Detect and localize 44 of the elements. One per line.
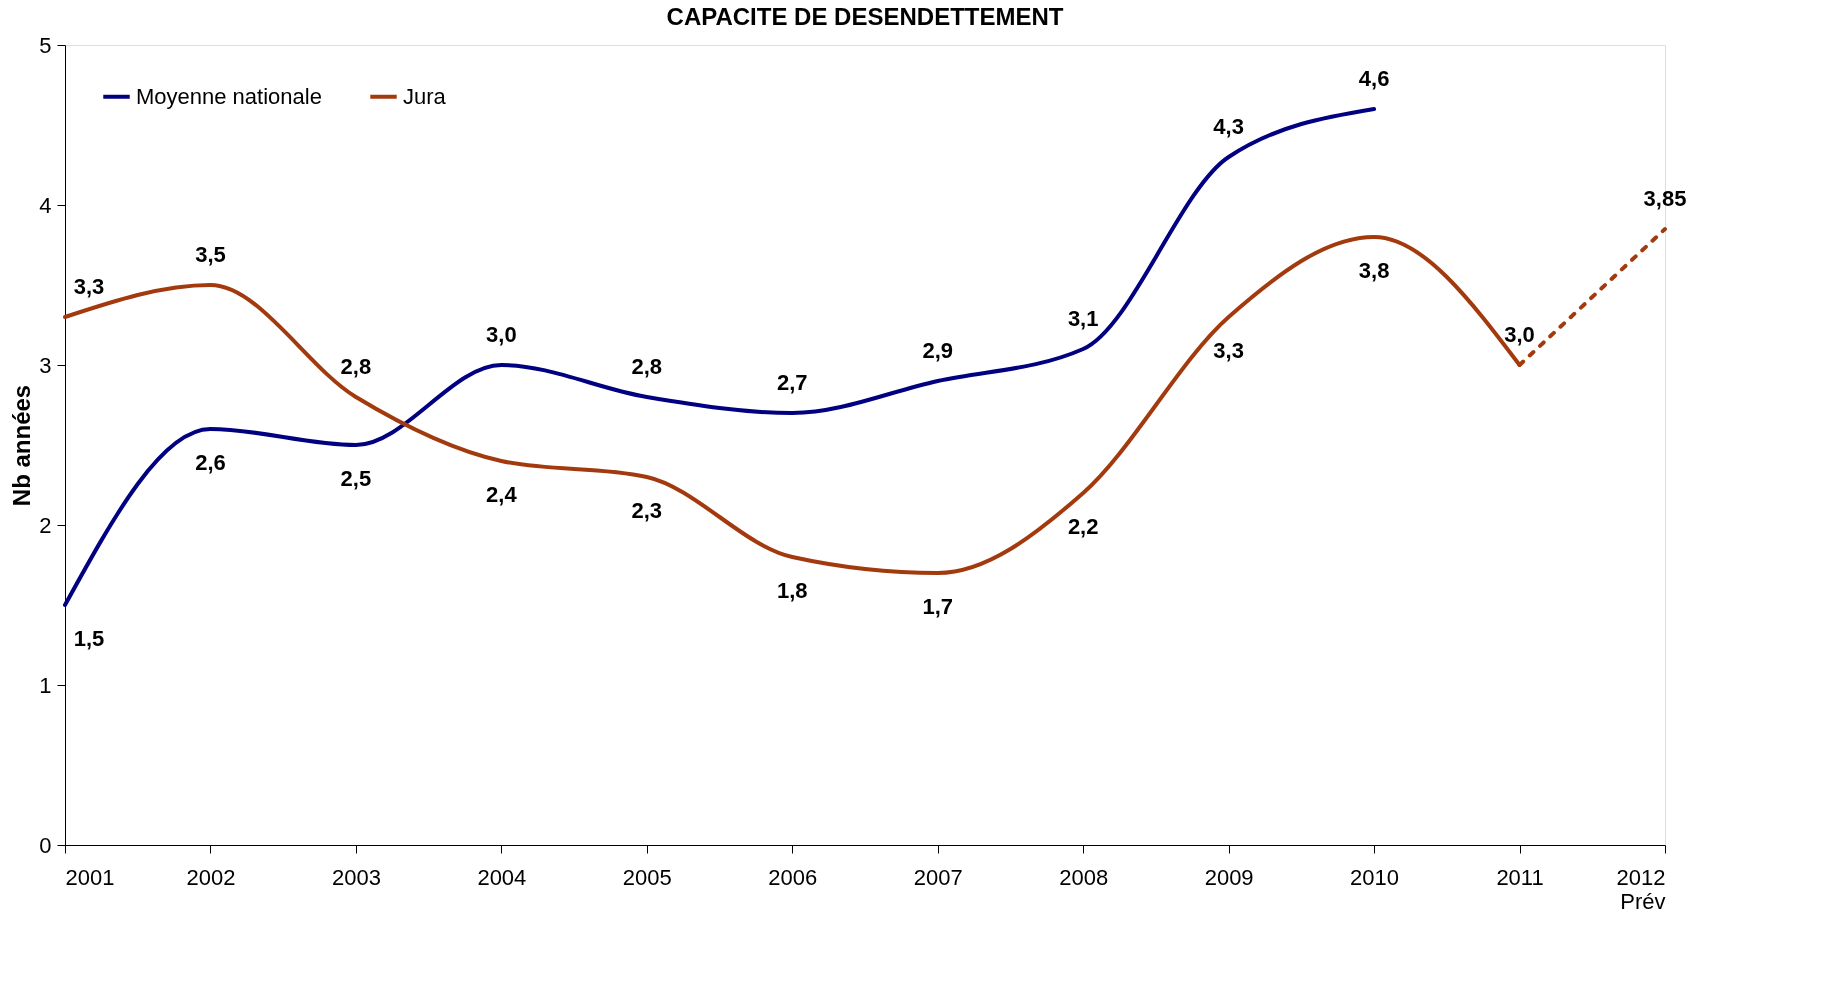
data-label: 3,0 (486, 322, 517, 347)
data-label: 2,6 (195, 450, 226, 475)
x-tick-label: 2009 (1204, 864, 1254, 890)
x-tick-label: 2008 (1059, 864, 1109, 890)
y-axis-title: Nb années (8, 384, 36, 507)
data-label: 2,2 (1067, 514, 1099, 539)
x-tick-label: 2006 (768, 864, 818, 890)
legend-label: Moyenne nationale (136, 83, 322, 109)
x-tick-label: 2001 (65, 864, 115, 890)
y-tick-label: 1 (39, 672, 52, 698)
data-label: 4,3 (1213, 114, 1244, 139)
x-tick-label: 2004 (477, 864, 527, 890)
data-label: 3,0 (1504, 322, 1535, 347)
data-label: 3,1 (1067, 306, 1099, 331)
y-tick-label: 0 (39, 832, 52, 858)
x-tick-label: 2007 (913, 864, 963, 890)
data-label: 4,6 (1358, 66, 1390, 91)
x-tick-label: 2002 (186, 864, 236, 890)
data-label: 2,3 (631, 498, 663, 523)
data-label: 1,8 (776, 578, 808, 603)
data-label: 2,5 (340, 466, 372, 491)
data-label: 1,7 (922, 594, 954, 619)
data-label: 1,5 (73, 626, 105, 651)
data-label: 3,85 (1643, 186, 1687, 211)
data-label: 2,4 (486, 482, 518, 507)
data-label: 2,9 (922, 338, 954, 363)
x-tick-label: 2012 Prév (1616, 864, 1666, 914)
data-label: 3,5 (195, 242, 226, 267)
x-tick-label: 2010 (1350, 864, 1400, 890)
y-tick-label: 5 (39, 32, 52, 58)
legend-label: Jura (403, 83, 447, 109)
chart-title: CAPACITE DE DESENDETTEMENT (666, 3, 1064, 30)
y-tick-label: 2 (39, 512, 52, 538)
data-label: 2,7 (776, 370, 808, 395)
data-label: 3,3 (1213, 338, 1244, 363)
y-tick-label: 3 (39, 352, 52, 378)
y-tick-label: 4 (39, 192, 52, 218)
x-tick-label: 2005 (622, 864, 672, 890)
data-label: 2,8 (631, 354, 663, 379)
data-label: 3,8 (1358, 258, 1390, 283)
data-label: 2,8 (340, 354, 372, 379)
x-tick-label: 2011 (1496, 864, 1544, 890)
data-label: 3,3 (73, 274, 105, 299)
x-tick-label: 2003 (331, 864, 381, 890)
